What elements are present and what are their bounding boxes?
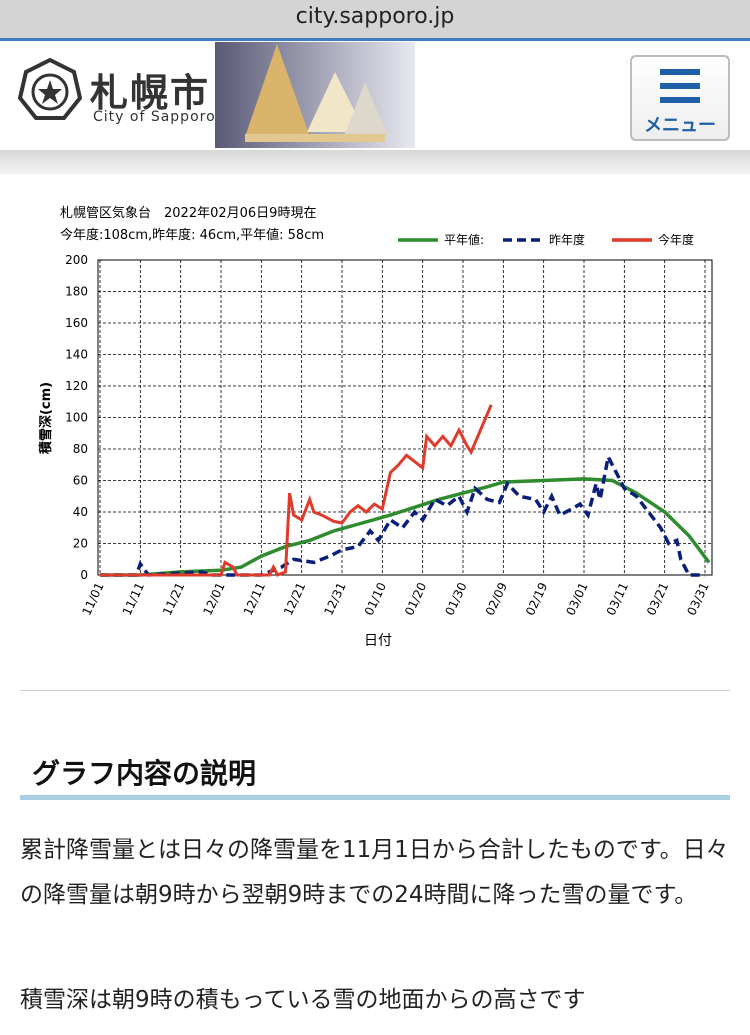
y-tick-label: 0 — [80, 568, 88, 582]
section-heading: グラフ内容の説明 — [32, 757, 257, 790]
y-tick-label: 40 — [73, 505, 88, 519]
heading-underline — [20, 795, 730, 800]
y-tick-label: 120 — [65, 379, 88, 393]
x-tick-label: 11/11 — [120, 580, 147, 617]
x-tick-label: 12/21 — [281, 580, 308, 617]
divider — [20, 690, 730, 691]
legend-label: 昨年度 — [549, 232, 585, 247]
x-tick-label: 03/31 — [684, 580, 711, 617]
chart-subtitle: 今年度:108cm,昨年度: 46cm,平年値: 58cm — [60, 227, 324, 243]
y-tick-label: 160 — [65, 316, 88, 330]
url-bar[interactable]: city.sapporo.jp — [0, 0, 750, 41]
y-tick-label: 80 — [73, 442, 88, 456]
x-axis-label: 日付 — [364, 633, 392, 649]
city-emblem — [18, 58, 82, 120]
x-tick-label: 03/01 — [563, 580, 590, 617]
menu-button[interactable]: メニュー — [630, 55, 730, 141]
x-tick-label: 12/01 — [200, 580, 227, 617]
series-line — [100, 451, 705, 577]
x-tick-label: 01/10 — [362, 580, 389, 617]
x-tick-label: 03/21 — [644, 580, 671, 617]
y-tick-label: 180 — [65, 285, 88, 299]
y-tick-label: 60 — [73, 474, 88, 488]
x-tick-label: 12/11 — [241, 580, 268, 617]
y-tick-label: 140 — [65, 348, 88, 362]
x-tick-label: 01/30 — [442, 580, 469, 617]
chart: 札幌管区気象台 2022年02月06日9時現在 今年度:108cm,昨年度: 4… — [38, 205, 713, 649]
logo-text[interactable]: 札幌市 — [90, 71, 211, 115]
paragraph: 累計降雪量とは日々の降雪量を11月1日から合計したものです。日々の降雪量は朝9時… — [20, 837, 729, 908]
y-tick-label: 200 — [65, 253, 88, 267]
x-tick-label: 11/01 — [79, 580, 106, 617]
header-shadow — [0, 150, 750, 174]
menu-icon — [660, 69, 700, 103]
x-tick-label: 11/21 — [160, 580, 187, 617]
x-tick-label: 02/09 — [483, 580, 510, 617]
chart-title: 札幌管区気象台 2022年02月06日9時現在 — [60, 205, 316, 221]
x-tick-label: 03/11 — [604, 580, 631, 617]
header-image — [215, 42, 415, 148]
series-line — [100, 404, 493, 577]
menu-label: メニュー — [644, 115, 716, 136]
x-tick-label: 01/20 — [402, 580, 429, 617]
x-tick-label: 12/31 — [321, 580, 348, 617]
y-axis-label: 積雪深(cm) — [38, 382, 54, 455]
logo-subtitle: City of Sapporo — [93, 109, 216, 125]
x-tick-label: 02/19 — [523, 580, 550, 617]
legend-label: 平年値: — [444, 232, 484, 247]
paragraph: 積雪深は朝9時の積もっている雪の地面からの高さです — [20, 987, 586, 1013]
y-tick-label: 100 — [65, 411, 88, 425]
y-tick-label: 20 — [73, 537, 88, 551]
legend-label: 今年度 — [658, 232, 694, 247]
